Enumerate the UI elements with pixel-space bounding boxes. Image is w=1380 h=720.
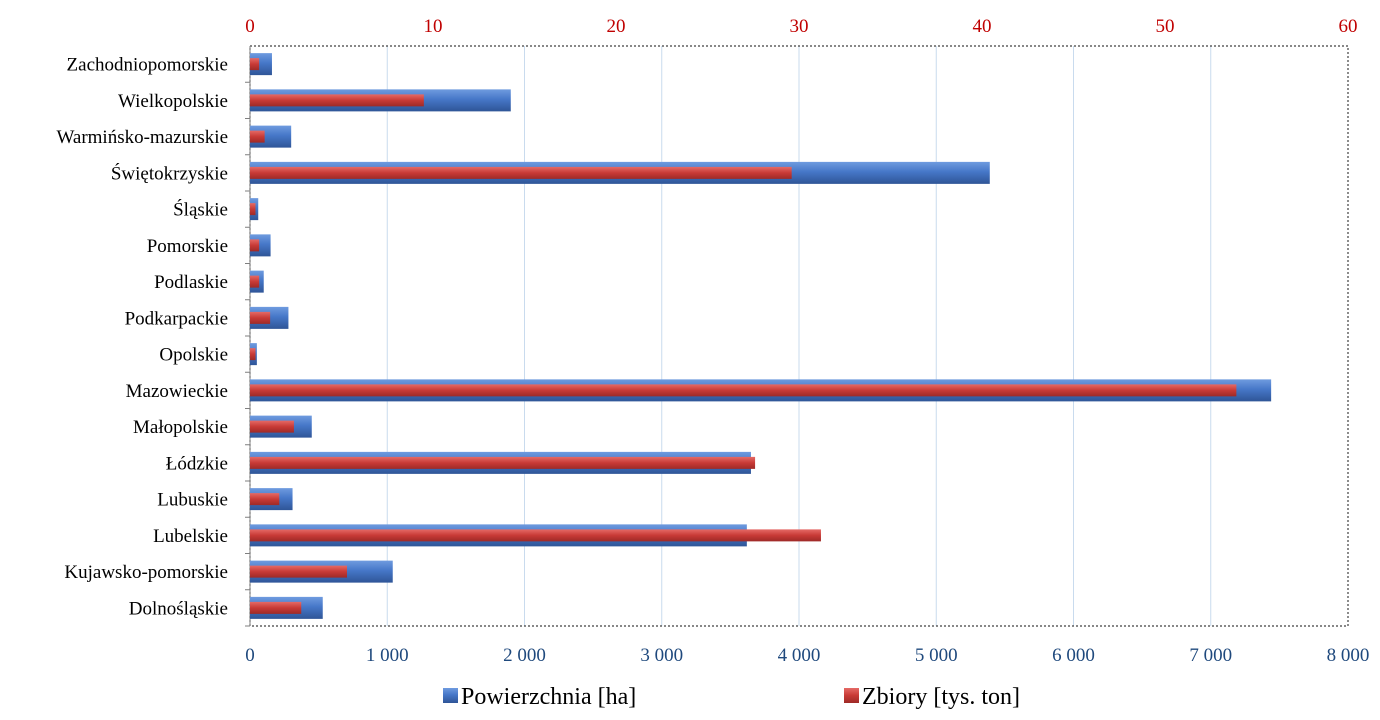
bar-zbiory: [250, 348, 256, 361]
category-label: Podkarpackie: [125, 308, 228, 329]
category-label: Mazowieckie: [126, 381, 228, 402]
bar-zbiory: [250, 166, 792, 179]
legend-label: Powierzchnia [ha]: [461, 684, 636, 710]
legend-swatch: [844, 688, 859, 703]
bar-zbiory: [250, 493, 280, 506]
bar-zbiory: [250, 384, 1237, 397]
bar-zbiory: [250, 239, 260, 252]
bottom-axis-tick-label: 4 000: [778, 645, 821, 666]
category-label: Świętokrzyskie: [111, 162, 228, 184]
category-label: Kujawsko-pomorskie: [64, 562, 228, 583]
bar-zbiory: [250, 130, 265, 143]
bottom-axis-ticks: 0 1 000 2 000 3 000 4 000 5 000 6 000 7 000 8 00…: [245, 645, 1369, 666]
category-label: Małopolskie: [133, 417, 228, 438]
top-axis-tick-label: 0: [245, 16, 255, 37]
bottom-axis-tick-label: 6 000: [1052, 645, 1095, 666]
top-axis-tick-label: 40: [973, 16, 992, 37]
top-axis-tick-label: 50: [1156, 16, 1175, 37]
category-label: Zachodniopomorskie: [67, 55, 228, 76]
legend: Powierzchnia [ha] Zbiory [tys. ton]: [443, 684, 1020, 710]
top-axis-tick-label: 10: [424, 16, 443, 37]
top-axis-tick-label: 20: [607, 16, 626, 37]
bar-zbiory: [250, 311, 271, 324]
category-label: Lubuskie: [157, 490, 228, 511]
legend-label: Zbiory [tys. ton]: [862, 684, 1020, 710]
bar-zbiory: [250, 275, 260, 288]
category-label: Śląskie: [173, 199, 228, 221]
bottom-axis-tick-label: 2 000: [503, 645, 546, 666]
bar-zbiory: [250, 58, 260, 71]
bar-zbiory: [250, 420, 294, 433]
category-label: Warmińsko-mazurskie: [56, 127, 228, 148]
category-label: Dolnośląskie: [129, 598, 228, 619]
bar-zbiory: [250, 203, 256, 216]
category-label: Podlaskie: [154, 272, 228, 293]
category-label: Wielkopolskie: [118, 91, 228, 112]
bottom-axis-tick-label: 3 000: [640, 645, 683, 666]
bottom-axis-tick-label: 8 000: [1327, 645, 1370, 666]
bar-zbiory: [250, 529, 821, 542]
bottom-axis-tick-label: 5 000: [915, 645, 958, 666]
category-label: Łódzkie: [166, 453, 228, 474]
category-labels: Dolnośląskie Kujawsko-pomorskie Lubelskie L…: [56, 55, 250, 627]
bottom-axis-tick-label: 7 000: [1189, 645, 1232, 666]
top-axis-tick-label: 60: [1339, 16, 1358, 37]
category-label: Opolskie: [159, 345, 228, 366]
bar-zbiory: [250, 601, 302, 614]
bottom-axis-tick-label: 0: [245, 645, 255, 666]
bar-zbiory: [250, 94, 424, 107]
bottom-axis-tick-label: 1 000: [366, 645, 409, 666]
bar-zbiory: [250, 456, 756, 469]
bar-zbiory: [250, 565, 347, 578]
gridlines: [386, 46, 1212, 626]
top-axis-ticks: 0 10 20 30 40 50 60: [245, 16, 1357, 37]
top-axis-tick-label: 30: [790, 16, 809, 37]
legend-swatch: [443, 688, 458, 703]
category-label: Pomorskie: [147, 236, 228, 257]
category-label: Lubelskie: [153, 526, 228, 547]
bars-layer: [250, 53, 1272, 619]
